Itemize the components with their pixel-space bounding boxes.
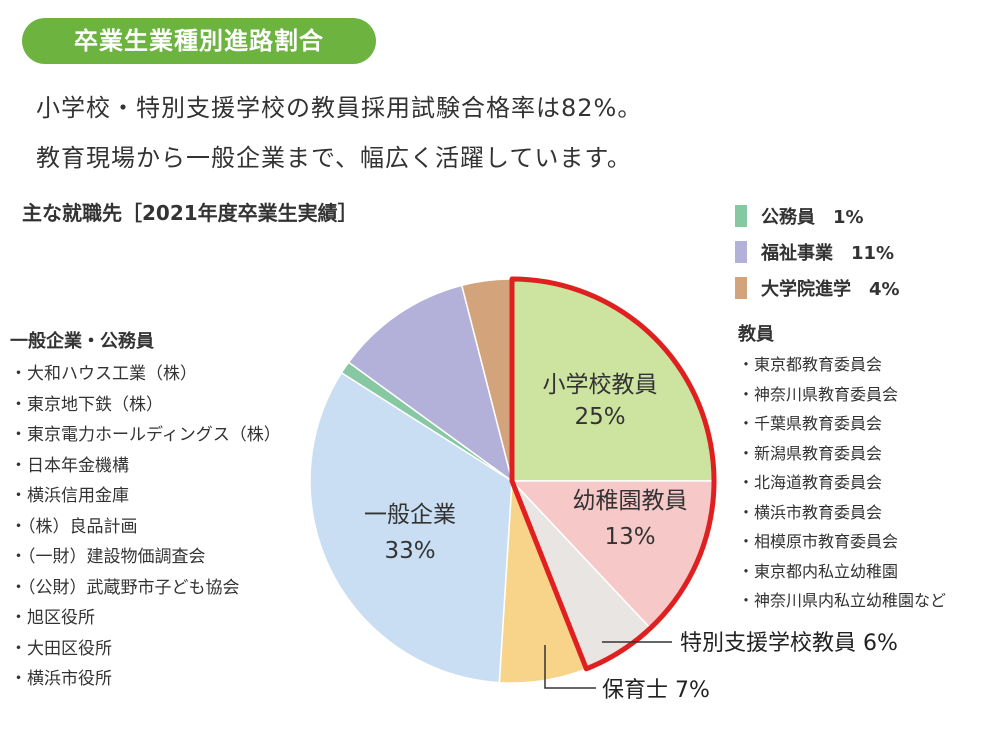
legend-item-fukushi: 福祉事業 11% <box>735 234 900 270</box>
lead-text-line-2: 教育現場から一般企業まで、幅広く活躍しています。 <box>36 144 632 172</box>
list-item: ・横浜市役所 <box>10 669 112 689</box>
list-item: ・千葉県教育委員会 <box>738 414 883 433</box>
legend-swatch <box>735 241 747 263</box>
list-item: ・東京都教育委員会 <box>738 355 883 374</box>
legend-item-koumuin: 公務員 1% <box>735 198 900 234</box>
slice-label-name: 小学校教員 <box>543 372 658 398</box>
slice-label-value: 33% <box>384 538 435 564</box>
list-item: ・（公財）武蔵野市子ども協会 <box>10 577 240 598</box>
teacher-list-title: 教員 <box>738 324 774 345</box>
pie-slice <box>347 284 514 483</box>
list-item: ・東京地下鉄（株） <box>10 394 163 415</box>
list-item: ・神奈川県教育委員会 <box>738 384 899 404</box>
list-item: ・北海道教育委員会 <box>738 473 883 492</box>
list-item: ・新潟県教育委員会 <box>738 443 883 463</box>
list-item: ・大和ハウス工業（株） <box>10 364 197 384</box>
legend-swatch <box>735 205 747 227</box>
slice-label-name: 幼稚園教員 <box>573 488 688 514</box>
legend-item-daigakuin: 大学院進学 4% <box>735 270 900 306</box>
list-item: ・横浜市教育委員会 <box>738 502 883 522</box>
list-item: ・（株）良品計画 <box>10 516 138 537</box>
list-item: ・東京電力ホールディングス（株） <box>10 425 281 445</box>
company-list: 一般企業・公務員 ・大和ハウス工業（株） ・東京地下鉄（株） ・東京電力ホールデ… <box>10 327 281 695</box>
list-item: ・大田区役所 <box>10 638 112 659</box>
legend-label: 公務員 1% <box>761 207 864 228</box>
list-item: ・旭区役所 <box>10 608 95 628</box>
list-item: ・横浜信用金庫 <box>10 486 129 506</box>
list-item: ・（一財）建設物価調査会 <box>10 547 206 567</box>
chart-legend: 公務員 1% 福祉事業 11% 大学院進学 4% <box>735 198 900 306</box>
highlight-outline <box>509 276 717 672</box>
section-badge: 卒業生業種別進路割合 <box>22 18 376 64</box>
callout-line <box>544 645 596 689</box>
slice-label-value: 13% <box>604 524 655 550</box>
list-item: ・東京都内私立幼稚園 <box>738 561 899 581</box>
pie-slice <box>309 371 513 684</box>
callout-tokubetsu: 特別支援学校教員 6% <box>680 631 898 656</box>
teacher-list: 教員 ・東京都教育委員会 ・神奈川県教育委員会 ・千葉県教育委員会 ・新潟県教育… <box>738 320 946 616</box>
legend-label: 大学院進学 4% <box>761 279 900 300</box>
list-item: ・日本年金機構 <box>10 455 129 476</box>
slice-label-value: 25% <box>574 404 625 430</box>
list-item: ・相模原市教育委員会 <box>738 532 899 551</box>
callout-hoikushi: 保育士 7% <box>602 678 710 703</box>
company-list-title: 一般企業・公務員 <box>10 331 154 352</box>
list-item: ・神奈川県内私立幼稚園など <box>738 591 947 610</box>
legend-swatch <box>735 277 747 299</box>
lead-text-line-1: 小学校・特別支援学校の教員採用試験合格率は82%。 <box>36 94 643 122</box>
legend-label: 福祉事業 11% <box>761 243 895 264</box>
slice-label-name: 一般企業 <box>364 502 456 528</box>
chart-title: 主な就職先［2021年度卒業生実績］ <box>22 201 358 225</box>
